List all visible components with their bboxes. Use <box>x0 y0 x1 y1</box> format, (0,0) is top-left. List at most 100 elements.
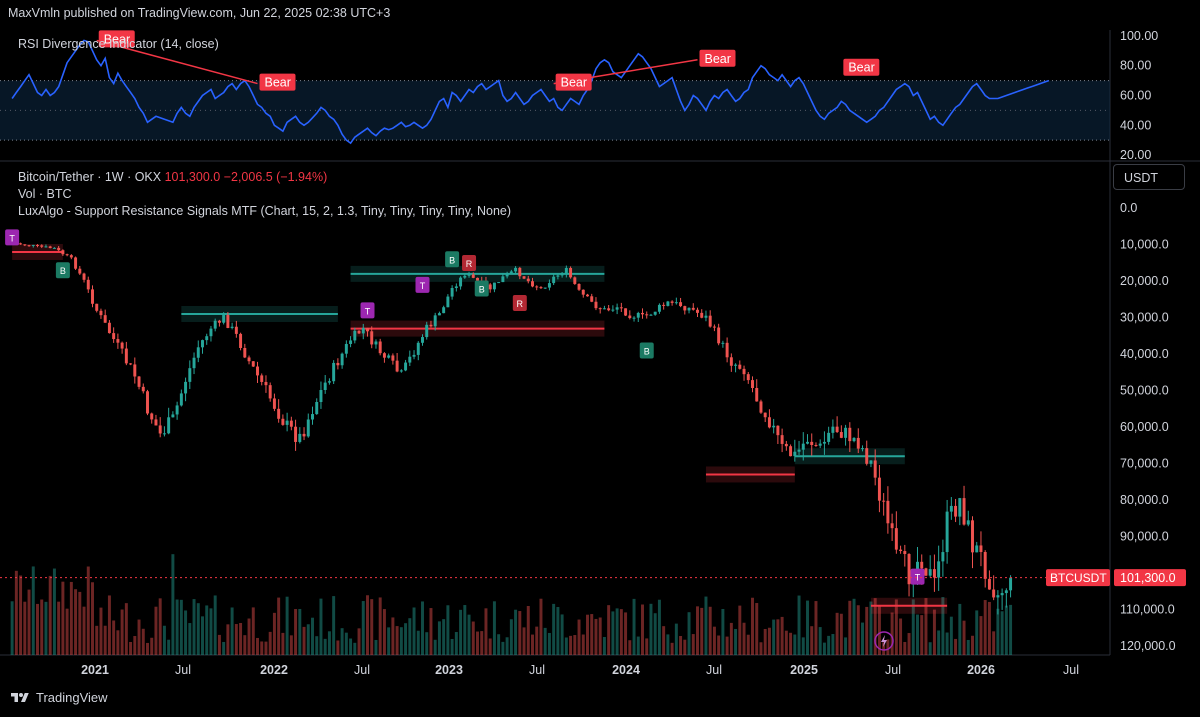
time-tick-label: 2023 <box>435 663 463 677</box>
volume-bar <box>717 635 721 655</box>
volume-bar <box>27 589 31 655</box>
candle-body <box>277 408 281 419</box>
time-tick-label: Jul <box>354 663 370 677</box>
volume-bar <box>256 637 259 655</box>
candle-body <box>979 545 983 552</box>
candle-body <box>404 362 408 371</box>
volume-bar <box>289 635 293 655</box>
volume-bar <box>691 634 695 655</box>
candle-body <box>289 420 293 427</box>
candle-body <box>374 341 378 345</box>
candle-body <box>382 353 386 358</box>
candle-body <box>319 390 323 403</box>
volume-bar <box>759 642 763 655</box>
volume-bar <box>437 621 441 655</box>
candle-body <box>556 275 560 277</box>
symbol-name[interactable]: Bitcoin/Tether · 1W · OKX <box>18 170 162 184</box>
candle-body <box>789 446 793 457</box>
lightning-icon[interactable] <box>874 631 894 651</box>
volume-bar <box>378 597 382 655</box>
candle-body <box>877 477 881 501</box>
candle-body <box>226 315 230 328</box>
volume-bar <box>374 639 378 655</box>
candle-body <box>949 505 953 512</box>
time-tick-label: 2026 <box>967 663 995 677</box>
rsi-tick-label: 100.00 <box>1120 29 1158 43</box>
candle-layer <box>10 241 1013 615</box>
volume-bar <box>311 617 314 655</box>
candle-body <box>827 432 831 442</box>
candle-body <box>683 306 687 311</box>
volume-bar <box>294 609 298 655</box>
bear-label: Bear <box>561 76 587 90</box>
volume-bar <box>632 598 636 655</box>
price-badge-symbol-bg <box>1046 569 1110 587</box>
volume-bar <box>382 609 386 655</box>
volume-bar <box>340 628 344 655</box>
volume-bar <box>611 611 615 655</box>
volume-bar <box>158 598 162 655</box>
candle-body <box>476 277 479 281</box>
volume-legend[interactable]: Vol · BTC <box>18 187 72 201</box>
indicator-legend[interactable]: LuxAlgo - Support Resistance Signals MTF… <box>18 204 512 218</box>
candle-body <box>154 419 158 426</box>
candle-body <box>264 381 268 386</box>
volume-bar <box>150 637 154 655</box>
volume-bar <box>818 627 822 655</box>
price-change: −2,006.5 (−1.94%) <box>223 170 328 184</box>
signal-marker: R <box>517 299 524 309</box>
volume-bar <box>387 627 391 655</box>
volume-bar <box>975 610 979 655</box>
rsi-divergence-line <box>96 39 258 85</box>
price-badge: BTCUSDT 101,300.0 <box>1046 569 1186 587</box>
volume-bar <box>509 619 513 655</box>
candle-body <box>662 304 666 306</box>
candle-body <box>429 324 433 327</box>
candle-body <box>590 296 594 302</box>
volume-bar <box>454 632 458 655</box>
candle-body <box>272 398 276 409</box>
volume-bar <box>86 566 90 655</box>
candle-body <box>467 274 471 276</box>
volume-bar <box>315 636 319 655</box>
volume-bar <box>941 597 945 655</box>
bear-label-bg <box>98 30 135 48</box>
volume-bar <box>861 622 864 655</box>
volume-bar <box>556 606 560 655</box>
volume-bar <box>213 595 217 655</box>
candle-body <box>366 327 369 332</box>
volume-bar <box>226 624 230 655</box>
volume-bar <box>662 626 666 655</box>
volume-bar <box>784 630 788 655</box>
volume-bar <box>124 603 128 655</box>
candle-body <box>251 361 255 367</box>
candle-body <box>459 277 463 287</box>
candle-body <box>116 339 120 343</box>
candle-body <box>856 437 860 449</box>
volume-bar <box>272 612 276 655</box>
candle-body <box>920 561 924 569</box>
candle-body <box>717 327 721 344</box>
candle-body <box>454 286 458 289</box>
candle-body <box>91 289 94 304</box>
volume-bar <box>729 622 733 655</box>
price-badge-value-bg <box>1114 569 1186 587</box>
candle-body <box>594 301 598 309</box>
bear-label-bg <box>699 49 736 67</box>
candle-body <box>831 426 835 433</box>
volume-bar <box>302 626 306 655</box>
candle-body <box>700 312 704 318</box>
candle-body <box>353 330 357 341</box>
volume-bar <box>793 634 797 655</box>
volume-bar <box>937 630 941 655</box>
volume-bar <box>492 601 496 655</box>
candle-body <box>932 569 936 578</box>
candle-body <box>86 279 90 290</box>
volume-bar <box>569 635 573 655</box>
signal-marker: R <box>466 259 473 269</box>
volume-bar <box>429 608 433 655</box>
volume-bar <box>590 614 594 655</box>
currency-button[interactable]: USDT <box>1113 164 1185 190</box>
candle-body <box>239 333 243 348</box>
volume-bar <box>120 609 124 655</box>
